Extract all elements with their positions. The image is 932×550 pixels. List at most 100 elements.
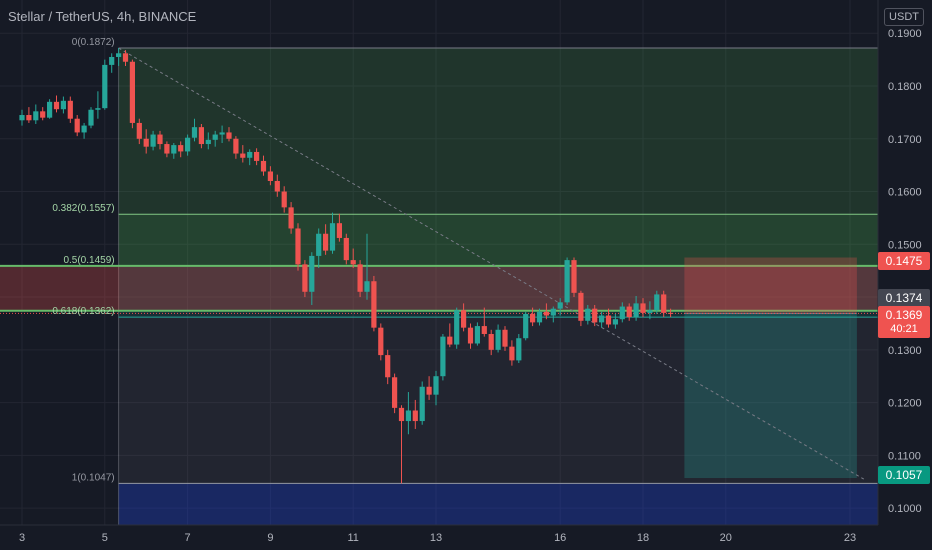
candle-body — [392, 377, 398, 408]
time-tick-label: 18 — [637, 532, 649, 544]
candle — [454, 307, 460, 349]
candle-body — [605, 315, 612, 325]
candle-body — [474, 326, 480, 344]
time-axis[interactable]: 3 5 7 9 11 13 16 18 20 23 — [0, 524, 878, 550]
candle-body — [412, 410, 418, 422]
candle — [95, 91, 101, 119]
candle-body — [212, 134, 218, 140]
candle — [543, 303, 549, 320]
candle-body — [426, 386, 432, 395]
candle-body — [260, 160, 267, 172]
candle — [550, 306, 556, 323]
candle-body — [336, 223, 342, 238]
candle-body — [371, 281, 377, 328]
price-tick-label: 0.1300 — [888, 345, 922, 357]
candle — [212, 130, 218, 147]
candle-body — [599, 315, 605, 323]
candle — [357, 260, 363, 298]
short-position-tool[interactable] — [684, 257, 857, 479]
candle-body — [654, 294, 660, 311]
candle-body — [454, 310, 460, 345]
price-tick-label: 0.1200 — [888, 398, 922, 410]
candle — [530, 307, 536, 327]
candle-body — [171, 145, 177, 154]
candle-body — [102, 64, 108, 109]
candle-body — [592, 308, 598, 323]
candle — [447, 323, 453, 348]
candle — [668, 308, 674, 318]
fib-label: 1(0.1047) — [72, 472, 115, 483]
candle — [516, 333, 522, 364]
candle-body — [323, 233, 329, 251]
level-price-tag: 0.1374 — [878, 289, 930, 307]
candle-body — [109, 56, 115, 65]
candle — [633, 296, 639, 321]
candle-body — [509, 346, 515, 361]
currency-label[interactable]: USDT — [884, 8, 924, 26]
candle — [536, 308, 543, 326]
candle-body — [274, 180, 280, 192]
candle-body — [136, 122, 142, 139]
candle — [661, 290, 667, 318]
fib-label: 0.5(0.1459) — [63, 255, 114, 266]
candle-body — [47, 101, 53, 118]
candle — [47, 99, 53, 119]
candle — [122, 50, 129, 66]
candle-body — [557, 302, 563, 309]
trend-line[interactable] — [0, 47, 878, 480]
candle-body — [619, 306, 625, 320]
candle — [219, 125, 225, 143]
candle-body — [461, 310, 467, 328]
fib-label: 0.618(0.1362) — [52, 306, 114, 317]
candle-body — [433, 376, 439, 395]
candle-body — [191, 127, 198, 138]
price-axis-background — [878, 0, 932, 550]
candle — [385, 349, 391, 385]
candle — [364, 233, 370, 300]
price-tick-label: 0.1600 — [888, 187, 922, 199]
take-profit-zone — [684, 313, 857, 479]
candle-body — [536, 311, 543, 323]
candle — [557, 298, 563, 316]
candle-body — [88, 109, 94, 126]
time-axis-background — [0, 525, 878, 550]
candle — [599, 311, 605, 328]
candle — [440, 333, 446, 381]
candle — [619, 302, 625, 323]
candle — [198, 123, 204, 149]
candle-body — [198, 127, 204, 145]
candle-body — [564, 260, 570, 303]
candle-body — [19, 115, 25, 121]
candle-body — [398, 407, 405, 422]
candle-body — [226, 132, 232, 139]
candle — [109, 53, 115, 73]
candle-body — [295, 228, 301, 265]
candle-body — [343, 237, 349, 261]
candle — [564, 257, 570, 305]
candle — [412, 399, 418, 429]
candle-body — [122, 53, 129, 62]
time-tick-label: 23 — [844, 532, 856, 544]
candle — [461, 303, 467, 332]
candle-body — [316, 233, 322, 256]
time-tick-label: 3 — [19, 532, 25, 544]
chart-title: Stellar / TetherUS, 4h, BINANCE — [8, 9, 197, 24]
candle — [378, 323, 384, 361]
candle-body — [254, 151, 260, 161]
candle — [323, 224, 329, 255]
candle-body — [53, 101, 60, 110]
candle — [164, 141, 170, 158]
candle-body — [419, 386, 425, 422]
candle — [329, 212, 336, 254]
price-tick-label: 0.1000 — [888, 503, 922, 515]
candle-body — [405, 410, 411, 422]
candle — [226, 127, 232, 142]
price-tick-label: 0.1900 — [888, 28, 922, 40]
candle — [350, 248, 356, 269]
candle-body — [67, 100, 73, 119]
fib-zone — [118, 265, 879, 318]
fib-zone — [118, 214, 879, 266]
candle-body — [288, 207, 294, 229]
candle-body — [143, 138, 149, 147]
